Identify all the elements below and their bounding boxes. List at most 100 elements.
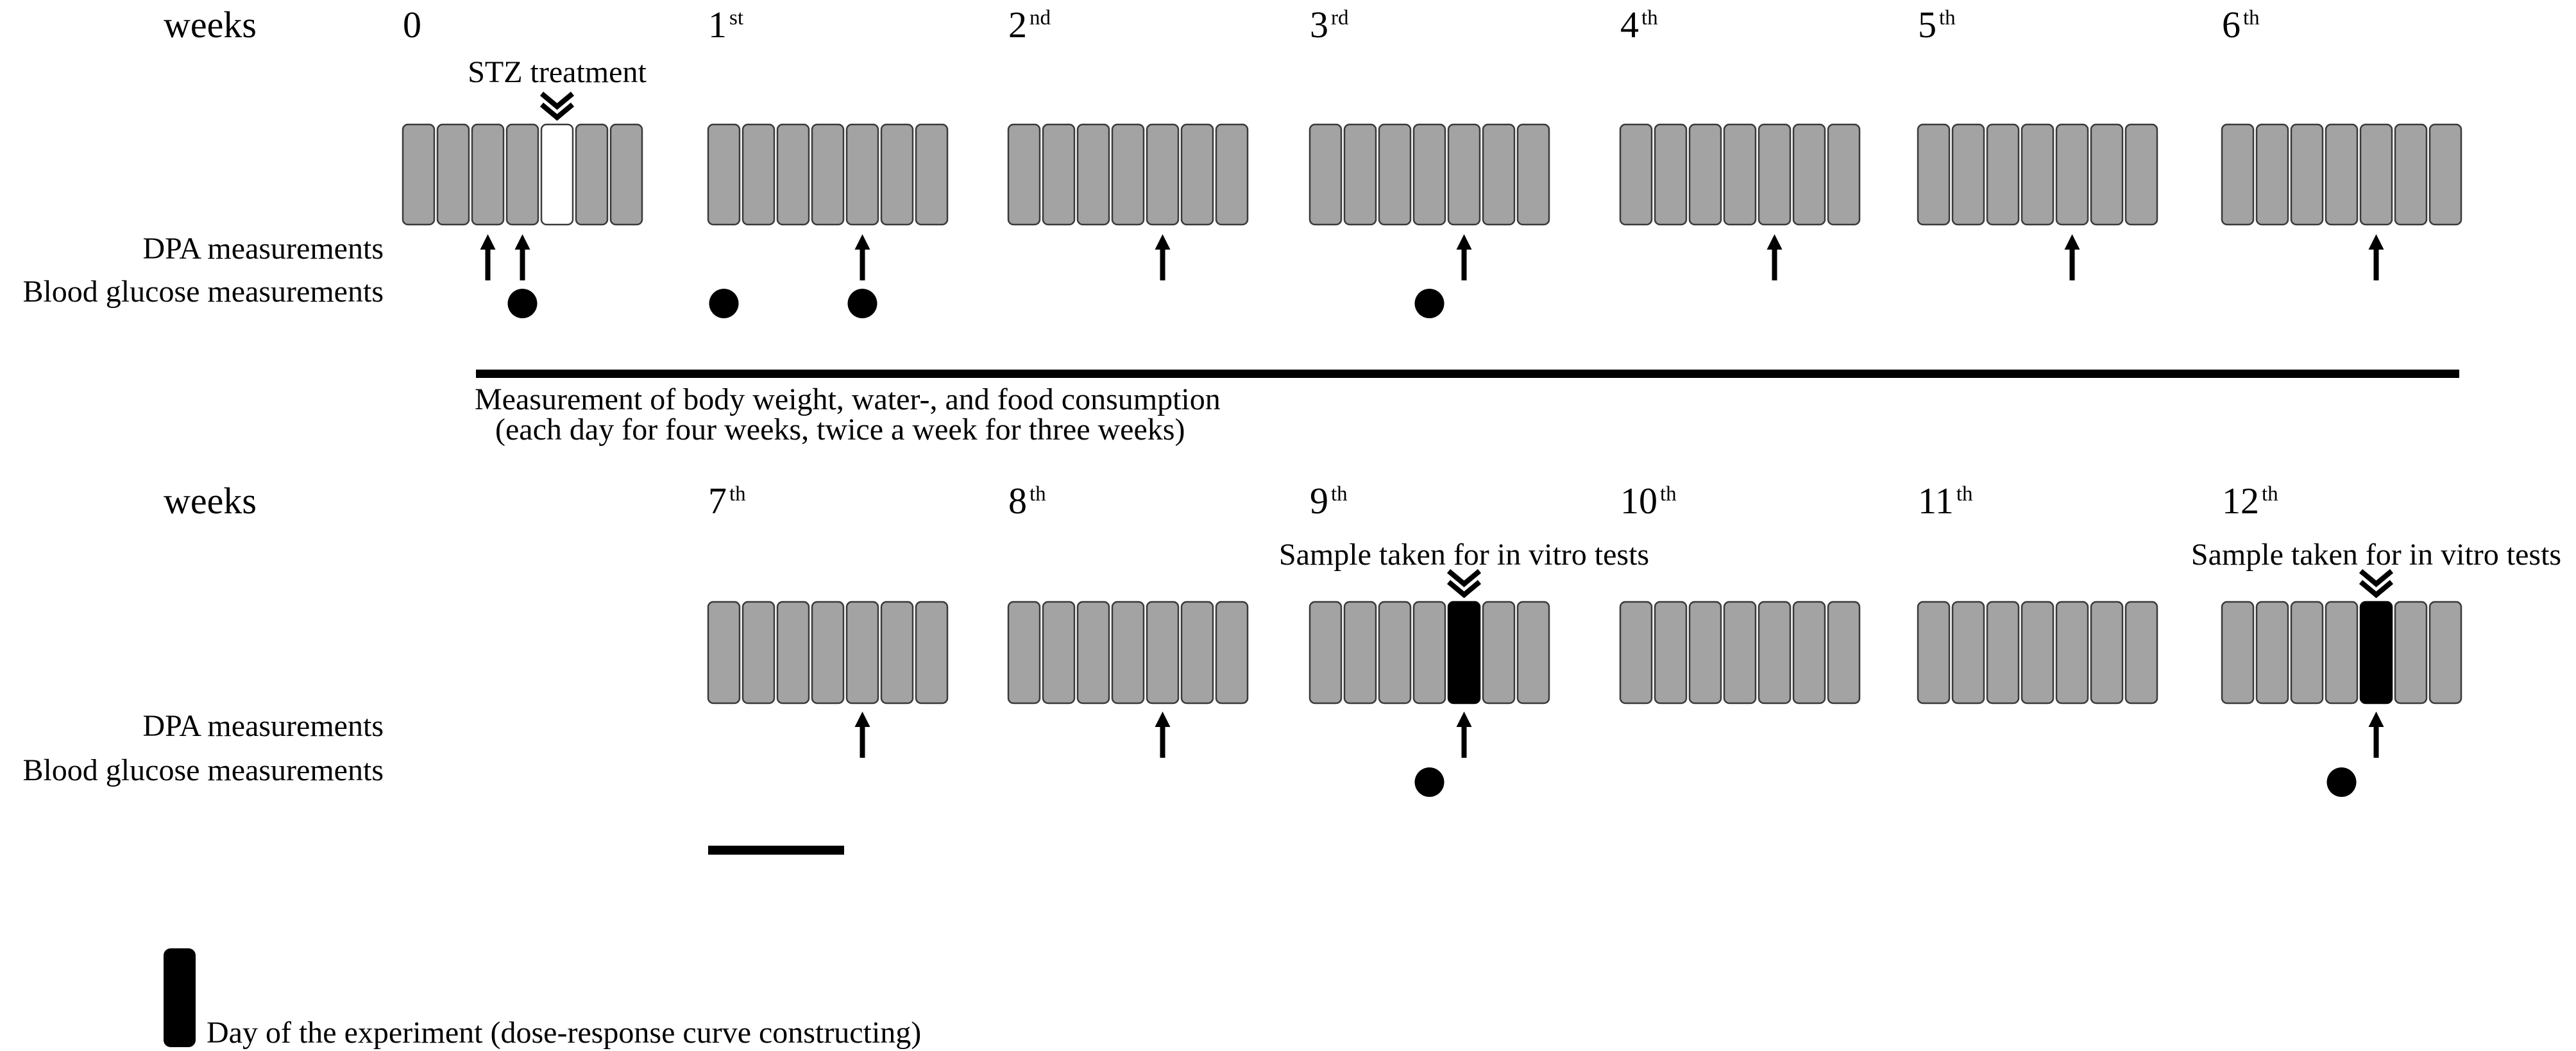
week-number-label: 0 [403, 4, 421, 46]
up-arrow-icon [514, 234, 530, 280]
day-box [1516, 123, 1550, 226]
day-box [1827, 123, 1861, 226]
day-box [1792, 601, 1826, 705]
day-box [1412, 601, 1446, 705]
day-box [2124, 123, 2158, 226]
day-box [402, 123, 436, 226]
day-box [1688, 123, 1722, 226]
day-box [471, 123, 505, 226]
dpa-measurements-label: DPA measurements [142, 709, 384, 743]
day-box [707, 123, 741, 226]
up-arrow-icon [1456, 234, 1472, 280]
day-box [505, 123, 539, 226]
day-box [1146, 123, 1180, 226]
filled-circle-icon [507, 289, 538, 318]
day-box [1654, 601, 1688, 705]
day-box [707, 601, 741, 705]
week-7-span-bar [708, 846, 844, 855]
day-box [2221, 601, 2255, 705]
day-box [1482, 123, 1516, 226]
day-box [1111, 123, 1145, 226]
event-label: Sample taken for in vitro tests [1279, 538, 1649, 572]
day-box [880, 601, 914, 705]
day-box [1309, 123, 1343, 226]
day-box [1447, 123, 1481, 226]
day-box [811, 601, 845, 705]
day-box [1215, 601, 1249, 705]
day-box [1688, 601, 1722, 705]
day-box [845, 123, 879, 226]
day-box [1412, 123, 1446, 226]
filled-circle-icon [847, 289, 877, 318]
up-arrow-icon [1456, 712, 1472, 758]
day-box [1917, 601, 1951, 705]
blood-glucose-measurements-label: Blood glucose measurements [22, 275, 384, 309]
day-box [1076, 601, 1110, 705]
day-box [2021, 601, 2055, 705]
day-box [1792, 123, 1826, 226]
day-box [1827, 601, 1861, 705]
up-arrow-icon [854, 712, 870, 758]
day-box [1986, 123, 2020, 226]
day-box [811, 123, 845, 226]
timeline-row-weeks-0-6: weeks DPA measurements Blood glucose measu… [22, 4, 2462, 318]
day-box [436, 123, 470, 226]
day-box [776, 123, 810, 226]
day-box [1723, 123, 1757, 226]
day-box [1951, 123, 1985, 226]
up-arrow-icon [1155, 712, 1171, 758]
day-box [2325, 601, 2359, 705]
day-box [2021, 123, 2055, 226]
day-box [741, 601, 775, 705]
day-box [2090, 601, 2124, 705]
legend-label: Day of the experiment (dose-response cur… [207, 1016, 921, 1050]
day-box [1619, 601, 1653, 705]
day-box [1007, 123, 1041, 226]
day-box [1378, 123, 1412, 226]
day-box [741, 123, 775, 226]
day-box [1111, 601, 1145, 705]
day-box [1654, 123, 1688, 226]
day-box [1215, 123, 1249, 226]
week-0: 0 STZ treatment [402, 4, 647, 318]
legend-experiment-day-swatch [164, 948, 196, 1047]
day-box [1951, 601, 1985, 705]
up-arrow-icon [1155, 234, 1171, 280]
day-box [1146, 601, 1180, 705]
day-box [1343, 123, 1377, 226]
filled-circle-icon [1414, 767, 1445, 797]
filled-circle-icon [1414, 289, 1445, 318]
experiment-day-box [1447, 601, 1481, 705]
day-box [845, 601, 879, 705]
filled-circle-icon [2326, 767, 2357, 797]
up-arrow-icon [480, 234, 496, 280]
day-box [1917, 123, 1951, 226]
day-box [880, 123, 914, 226]
day-box [1758, 123, 1792, 226]
measurement-span-note-line1: Measurement of body weight, water-, and … [475, 382, 1221, 416]
measurement-span-note-line2: (each day for four weeks, twice a week f… [495, 413, 1185, 447]
day-box [2255, 123, 2289, 226]
week-12: 12 th Sample taken for in vitro tests [2191, 480, 2561, 797]
day-box [1378, 601, 1412, 705]
double-chevron-down-icon [539, 91, 575, 121]
day-box [1986, 601, 2020, 705]
double-chevron-down-icon [2359, 568, 2394, 599]
weeks-label: weeks [164, 480, 257, 522]
stz-treatment-day-box [540, 123, 574, 226]
day-box [2255, 601, 2289, 705]
event-label: Sample taken for in vitro tests [2191, 538, 2561, 572]
day-box [1076, 123, 1110, 226]
